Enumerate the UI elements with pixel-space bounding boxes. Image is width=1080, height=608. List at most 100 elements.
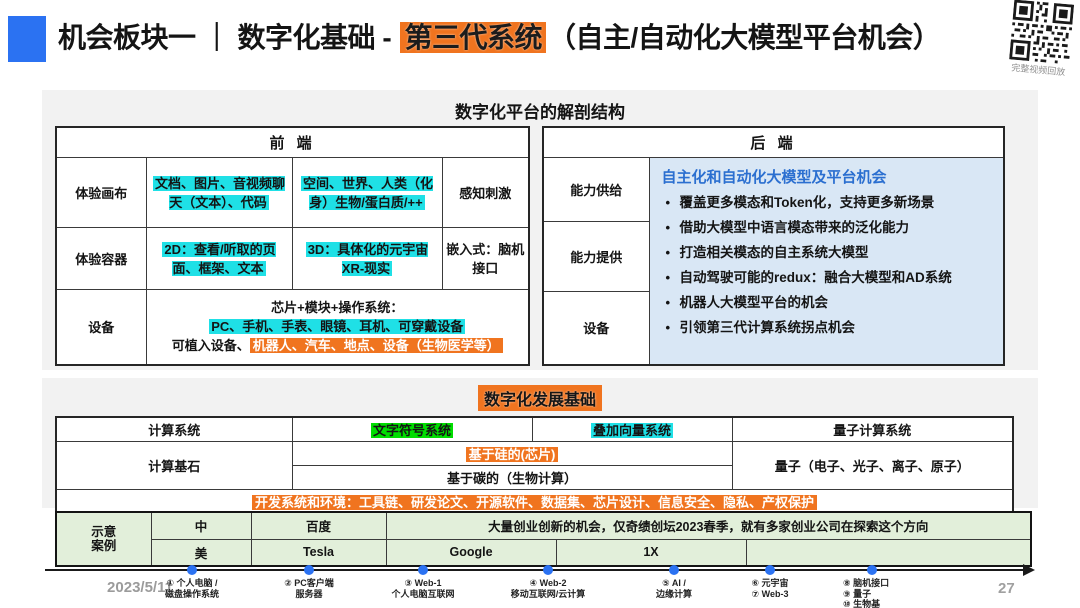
foundation-title-wrap: 数字化发展基础: [42, 378, 1038, 411]
milestone-label: ③ Web-1 个人电脑互联网: [363, 578, 483, 599]
cell-cn-note: 大量创业创新的机会，仅奇绩创坛2023春季，就有多家创业公司在探索这个方向: [385, 511, 1032, 540]
cell-carbon-based: 基于碳的（生物计算）: [291, 465, 733, 490]
milestone-line: ② PC客户端: [284, 578, 334, 588]
highlight-cyan: PC、手机、手表、眼镜、耳机、可穿戴设备: [209, 319, 466, 335]
table-row: 设备 芯片+模块+操作系统： PC、手机、手表、眼镜、耳机、可穿戴设备 可植入设…: [55, 288, 530, 366]
row-label-canvas: 体验画布: [55, 156, 147, 228]
milestone-label: ⑥ 元宇宙 ⑦ Web-3: [710, 578, 830, 599]
timeline-dot: [543, 565, 553, 575]
opportunity-bullet: 引领第三代计算系统拐点机会: [662, 320, 994, 336]
slide-title-part2: （自主/自动化大模型平台机会）: [547, 22, 941, 53]
timeline-dot: [669, 565, 679, 575]
highlight-cyan: 2D：查看/听取的页面、框架、文本: [162, 242, 276, 276]
cell-country-cn: 中: [150, 511, 252, 540]
device-line2: PC、手机、手表、眼镜、耳机、可穿戴设备: [150, 317, 526, 336]
cell-1x: 1X: [555, 538, 747, 567]
row-label-device: 设备: [55, 288, 147, 366]
opportunity-bullet-list: 覆盖更多模态和Token化，支持更多新场景 借助大模型中语言模态带来的泛化能力 …: [662, 195, 994, 336]
table-row: 能力供给 自主化和自动化大模型及平台机会 覆盖更多模态和Token化，支持更多新…: [542, 156, 1005, 366]
milestone-line: ⑩ 生物基: [843, 599, 881, 608]
table-cell: 文字符号系统: [291, 416, 533, 442]
opportunity-panel: 自主化和自动化大模型及平台机会 覆盖更多模态和Token化，支持更多新场景 借助…: [648, 156, 1005, 366]
highlight-green: 文字符号系统: [370, 423, 453, 438]
milestone-line: 个人电脑互联网: [391, 588, 455, 599]
timeline-dot: [765, 565, 775, 575]
table-cell: 基于硅的(芯片): [291, 441, 733, 466]
milestone-label: ④ Web-2 移动互联网/云计算: [488, 578, 608, 599]
opportunity-bullet: 借助大模型中语言模态带来的泛化能力: [662, 220, 994, 236]
opportunity-bullet: 覆盖更多模态和Token化，支持更多新场景: [662, 195, 994, 211]
highlight-cyan: 空间、世界、人类（化身）生物/蛋白质/++: [300, 176, 433, 210]
examples-label-line1: 示意: [91, 525, 117, 539]
slide-title-highlight: 第三代系统: [400, 22, 546, 53]
opportunity-bullet: 自动驾驶可能的redux：融合大模型和AD系统: [662, 270, 994, 286]
table-cell: 文档、图片、音视频聊天（文本）、代码: [145, 156, 293, 228]
timeline-dot: [187, 565, 197, 575]
table-cell: 2D：查看/听取的页面、框架、文本: [145, 226, 293, 290]
opportunity-heading: 自主化和自动化大模型及平台机会: [661, 168, 887, 186]
back-end-table: 后 端 能力供给 自主化和自动化大模型及平台机会 覆盖更多模态和Token化，支…: [542, 126, 1006, 366]
front-end-header: 前 端: [55, 126, 530, 158]
opportunity-bullet: 机器人大模型平台的机会: [662, 295, 994, 311]
anatomy-title: 数字化平台的解剖结构: [455, 103, 625, 122]
row-label-device-back: 设备: [542, 290, 650, 366]
milestone-line: ④ Web-2: [529, 578, 567, 588]
milestone-label: ① 个人电脑 / 磁盘操作系统: [132, 578, 252, 599]
table-row: 计算系统 文字符号系统 叠加向量系统 量子计算系统: [55, 416, 1014, 442]
cell-computing-system: 计算系统: [55, 416, 293, 442]
title-accent-square: [8, 16, 46, 62]
device-cell: 芯片+模块+操作系统： PC、手机、手表、眼镜、耳机、可穿戴设备 可植入设备、机…: [145, 288, 530, 366]
page-number: 27: [998, 580, 1015, 597]
cell-country-us: 美: [150, 538, 252, 567]
device-line3: 可植入设备、 机器人、汽车、地点、设备（生物医学等）: [150, 336, 526, 355]
dev-environment-highlight: 开发系统和环境：工具链、研发论文、开源软件、数据集、芯片设计、信息安全、隐私、产…: [251, 495, 817, 510]
milestone-line: ⑦ Web-3: [751, 588, 789, 599]
qr-code: 完整视频回放: [1005, 0, 1077, 79]
milestone-line: 移动互联网/云计算: [510, 588, 586, 599]
milestone-line: 服务器: [295, 588, 323, 599]
table-row: 基于碳的（生物计算）: [56, 465, 1013, 490]
table-cell: 嵌入式：脑机接口: [441, 226, 530, 290]
timeline-dot: [418, 565, 428, 575]
qr-code-icon: [1009, 0, 1075, 65]
milestone-label: ⑤ AI / 边缘计算: [614, 578, 734, 599]
cell-tesla: Tesla: [250, 538, 387, 567]
foundation-panel: 数字化发展基础 计算系统 文字符号系统 叠加向量系统 量子计算系统 计算基石 基…: [42, 378, 1038, 515]
highlight-cyan: 3D：具体化的元宇宙 XR-现实: [305, 242, 429, 276]
table-cell: 3D：具体化的元宇宙 XR-现实: [291, 226, 443, 290]
row-label-capability-supply: 能力供给: [542, 156, 650, 222]
highlight-cyan: 文档、图片、音视频聊天（文本）、代码: [152, 176, 285, 210]
milestone-label: ⑧ 脑机接口 ⑨ 量子 ⑩ 生物基: [843, 578, 923, 608]
milestone-line: ① 个人电脑 /: [166, 578, 218, 588]
cell-google: Google: [385, 538, 557, 567]
cell-baidu: 百度: [250, 511, 387, 540]
back-end-header: 后 端: [542, 126, 1005, 158]
table-row: 体验容器 2D：查看/听取的页面、框架、文本 3D：具体化的元宇宙 XR-现实 …: [55, 226, 530, 290]
examples-label-line2: 案例: [91, 539, 117, 553]
foundation-table: 计算系统 文字符号系统 叠加向量系统 量子计算系统 计算基石 基于硅的(芯片) …: [55, 416, 1014, 515]
highlight-orange: 基于硅的(芯片): [465, 447, 559, 462]
milestone-line: ⑧ 脑机接口: [843, 578, 890, 588]
table-cell: 空间、世界、人类（化身）生物/蛋白质/++: [291, 156, 443, 228]
foundation-title: 数字化发展基础: [477, 385, 602, 411]
timeline-dot: [304, 565, 314, 575]
row-label-container: 体验容器: [55, 226, 147, 290]
milestone-label: ② PC客户端 服务器: [249, 578, 369, 599]
milestone-line: 边缘计算: [655, 588, 692, 599]
table-row: 示意 案例 中 百度 大量创业创新的机会，仅奇绩创坛2023春季，就有多家创业公…: [55, 511, 1032, 567]
table-row: 体验画布 文档、图片、音视频聊天（文本）、代码 空间、世界、人类（化身）生物/蛋…: [55, 156, 530, 228]
front-end-table: 前 端 体验画布 文档、图片、音视频聊天（文本）、代码 空间、世界、人类（化身）…: [55, 126, 531, 366]
slide-title: 机会板块一 ｜ 数字化基础 - 第三代系统 （自主/自动化大模型平台机会）: [58, 16, 941, 56]
highlight-orange: 机器人、汽车、地点、设备（生物医学等）: [249, 338, 503, 354]
cell-quantum-system: 量子计算系统: [731, 416, 1014, 442]
device-line1: 芯片+模块+操作系统：: [271, 300, 404, 316]
row-label-capability-provide: 能力提供: [542, 220, 650, 292]
cell-empty: [745, 538, 1032, 567]
table-cell: 感知刺激: [441, 156, 530, 228]
table-row: 计算基石 基于硅的(芯片) 量子（电子、光子、离子、原子）: [55, 441, 1014, 490]
slide-title-part1: 机会板块一 ｜ 数字化基础 -: [58, 22, 399, 53]
examples-label: 示意 案例: [55, 511, 152, 567]
timeline-date: 2023/5/11: [107, 579, 173, 596]
opportunity-bullet: 打造相关模态的自主系统大模型: [662, 245, 994, 261]
